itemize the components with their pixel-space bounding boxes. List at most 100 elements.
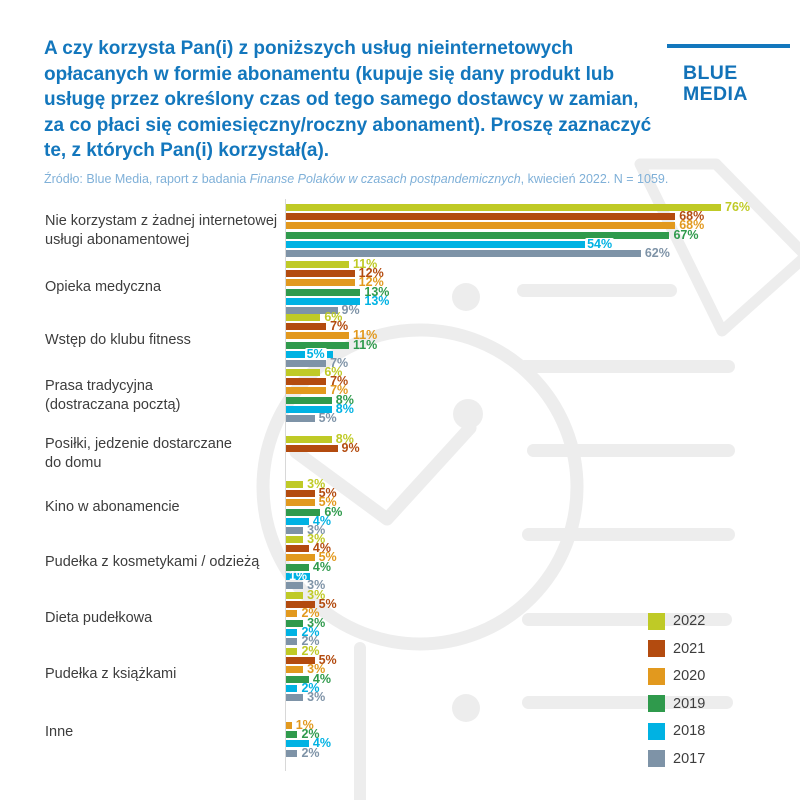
- bar-2020: [286, 554, 315, 562]
- value-label-2021: 5%: [318, 486, 337, 501]
- bar-2019: [286, 508, 321, 516]
- bar-2018: [286, 240, 614, 248]
- value-label-2018: 8%: [335, 401, 354, 416]
- value-label-2018: 13%: [364, 293, 390, 308]
- legend-swatch: [648, 667, 665, 685]
- value-label-2018: 4%: [312, 736, 331, 751]
- bar-2020: [286, 499, 315, 507]
- value-label-2018: 2%: [301, 680, 320, 695]
- category-label: Pudełka z książkami: [45, 666, 177, 682]
- bar-2017: [286, 694, 304, 701]
- bar-2019: [286, 341, 349, 349]
- category-label: Prasa tradycyjna (dostraczana pocztą): [45, 377, 181, 413]
- legend-item-2017: 2017: [648, 750, 705, 768]
- bar-2020: [286, 222, 676, 230]
- bar-2022: [286, 204, 721, 211]
- value-label-2019: 4%: [312, 671, 331, 686]
- legend-swatch: [648, 750, 665, 767]
- legend-item-2021: 2021: [648, 640, 705, 658]
- value-label-2022: 3%: [307, 477, 326, 491]
- bar-2022: [286, 314, 321, 321]
- bar-2021: [286, 213, 676, 221]
- bar-2019: [286, 396, 332, 404]
- legend-label: 2020: [673, 668, 706, 684]
- axis-line: [285, 199, 286, 771]
- value-label-2022: 8%: [335, 432, 354, 446]
- value-label-2017: 62%: [644, 246, 670, 260]
- legend-label: 2019: [673, 695, 706, 712]
- category-label: Pudełka z kosmetykami / odzieżą: [45, 554, 260, 570]
- bar-2020: [286, 332, 349, 340]
- value-label-2020: 1%: [295, 718, 314, 732]
- bar-2019: [286, 563, 309, 571]
- legend-item-2019: 2019: [648, 695, 705, 713]
- bar-2018: [286, 572, 310, 580]
- value-label-2020: 2%: [301, 606, 320, 621]
- value-label-2018: 54%: [585, 237, 615, 252]
- value-label-2017: 5%: [318, 411, 337, 425]
- bar-2017: [286, 582, 304, 589]
- bar-2019: [286, 288, 361, 296]
- bar-2022: [286, 536, 304, 543]
- bar-2021: [286, 323, 327, 331]
- bar-2018: [286, 297, 361, 305]
- source-date: , kwiecień 2022. N = 1059.: [520, 172, 669, 186]
- value-label-2019: 2%: [301, 727, 320, 742]
- bar-2021: [286, 545, 309, 553]
- value-label-2018: 2%: [301, 624, 320, 639]
- bar-2018: [286, 740, 309, 748]
- legend-label: 2021: [673, 640, 706, 657]
- value-label-2020: 68%: [679, 218, 705, 233]
- bar-2020: [286, 722, 292, 729]
- category-label: Inne: [45, 723, 74, 740]
- value-label-2017: 2%: [301, 634, 320, 648]
- legend-item-2020: 2020: [648, 667, 705, 685]
- bar-2021: [286, 445, 338, 453]
- legend-swatch: [648, 640, 665, 657]
- legend-swatch: [648, 695, 665, 712]
- value-label-2022: 6%: [324, 365, 343, 379]
- value-label-2017: 3%: [307, 578, 326, 592]
- value-label-2021: 5%: [318, 653, 337, 668]
- legend-swatch: [648, 722, 665, 740]
- bar-2018: [286, 405, 332, 413]
- bar-2022: [286, 592, 304, 599]
- bar-2019: [286, 231, 670, 239]
- value-label-2019: 6%: [324, 504, 343, 519]
- value-label-2021: 7%: [330, 374, 349, 389]
- category-label: Opieka medyczna: [45, 279, 162, 295]
- category-label: Kino w abonamencie: [45, 499, 180, 515]
- value-label-2022: 3%: [307, 532, 326, 546]
- value-label-2017: 7%: [330, 356, 349, 370]
- bar-2018: [286, 628, 298, 636]
- bar-2017: [286, 250, 641, 257]
- bar-2018: [286, 517, 309, 525]
- legend-label: 2022: [673, 613, 706, 629]
- value-label-2020: 12%: [358, 275, 384, 290]
- bar-2022: [286, 369, 321, 376]
- bar-2022: [286, 648, 298, 655]
- logo-line: [667, 44, 790, 48]
- watermark-paper-plane-icon: [634, 158, 800, 337]
- bar-2019: [286, 731, 298, 739]
- bar-2017: [286, 527, 304, 534]
- legend-item-2022: 2022: [648, 612, 705, 630]
- value-label-2017: 3%: [307, 523, 326, 537]
- source-text: Źródło: Blue Media, raport z badania: [44, 172, 250, 186]
- category-label: Dieta pudełkowa: [45, 610, 153, 626]
- bar-2017: [286, 638, 298, 645]
- value-label-2021: 5%: [318, 597, 337, 612]
- value-label-2021: 68%: [679, 209, 705, 224]
- value-label-2020: 5%: [318, 550, 337, 565]
- bar-2022: [286, 481, 304, 488]
- value-label-2018: 5%: [304, 347, 327, 362]
- bar-2022: [286, 261, 349, 268]
- value-label-2019: 13%: [364, 284, 390, 299]
- bar-2019: [286, 619, 304, 627]
- value-label-2021: 12%: [358, 266, 384, 281]
- value-label-2020: 3%: [307, 662, 326, 677]
- value-label-2019: 11%: [352, 337, 378, 352]
- legend-swatch: [648, 612, 665, 630]
